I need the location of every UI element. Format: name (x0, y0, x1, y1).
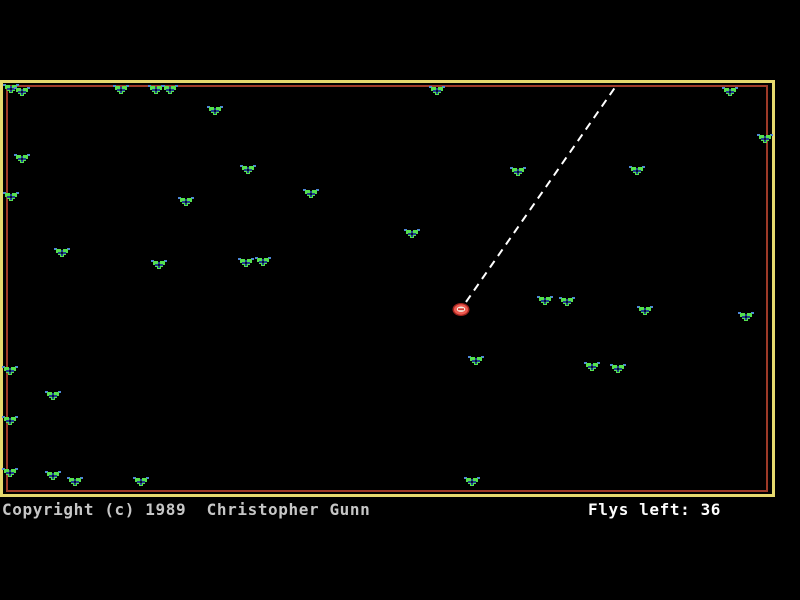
fly-sprite[interactable] (629, 166, 645, 175)
copyright-text: Copyright (c) 1989 Christopher Gunn (2, 500, 371, 519)
fly-sprite[interactable] (178, 197, 194, 206)
flies-left-value: 36 (700, 500, 722, 519)
fly-sprite[interactable] (14, 154, 30, 163)
flies-left-label: Flys left: (588, 500, 691, 519)
fly-sprite[interactable] (207, 106, 223, 115)
fly-sprite[interactable] (2, 468, 18, 477)
flies-left-status: Flys left: 36 (588, 502, 721, 518)
fly-sprite[interactable] (133, 477, 149, 486)
fly-sprite[interactable] (151, 260, 167, 269)
fly-sprite[interactable] (45, 471, 61, 480)
fly-sprite[interactable] (584, 362, 600, 371)
fly-sprite[interactable] (429, 86, 445, 95)
fly-sprite[interactable] (464, 477, 480, 486)
fly-sprite[interactable] (404, 229, 420, 238)
fly-sprite[interactable] (45, 391, 61, 400)
fly-sprite[interactable] (738, 312, 754, 321)
fly-sprite[interactable] (468, 356, 484, 365)
fly-sprite[interactable] (3, 192, 19, 201)
tongue-line-icon (465, 85, 617, 303)
fly-sprite[interactable] (510, 167, 526, 176)
fly-sprite[interactable] (722, 87, 738, 96)
fly-sprite[interactable] (14, 87, 30, 96)
player-bug-icon (452, 303, 470, 316)
fly-sprite[interactable] (113, 85, 129, 94)
fly-sprite[interactable] (637, 306, 653, 315)
playfield-border-outer (0, 80, 775, 497)
fly-sprite[interactable] (2, 366, 18, 375)
fly-sprite[interactable] (2, 416, 18, 425)
fly-sprite[interactable] (238, 258, 254, 267)
playfield-border-inner (6, 85, 768, 492)
fly-sprite[interactable] (148, 85, 164, 94)
fly-sprite[interactable] (67, 477, 83, 486)
fly-sprite[interactable] (537, 296, 553, 305)
fly-sprite[interactable] (303, 189, 319, 198)
fly-sprite[interactable] (255, 257, 271, 266)
fly-sprite[interactable] (240, 165, 256, 174)
fly-sprite[interactable] (559, 297, 575, 306)
flies-layer (2, 84, 773, 486)
fly-sprite[interactable] (757, 134, 773, 143)
fly-sprite[interactable] (610, 364, 626, 373)
fly-sprite[interactable] (162, 85, 178, 94)
fly-sprite[interactable] (54, 248, 70, 257)
